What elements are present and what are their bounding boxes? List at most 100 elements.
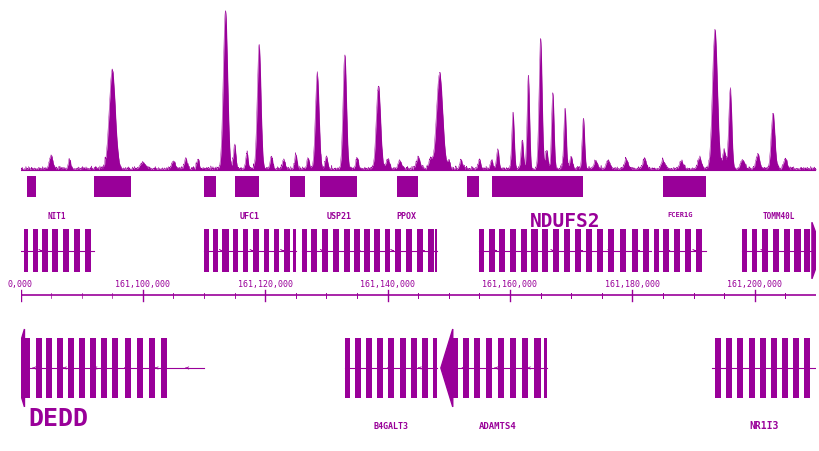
Bar bbox=[124, 338, 130, 398]
Bar bbox=[563, 229, 569, 273]
Text: B4GALT3: B4GALT3 bbox=[373, 421, 408, 430]
Bar bbox=[343, 229, 349, 273]
Bar bbox=[509, 229, 515, 273]
Text: 161,180,000: 161,180,000 bbox=[604, 279, 659, 288]
Bar bbox=[90, 338, 97, 398]
Bar bbox=[684, 229, 690, 273]
Bar bbox=[491, 177, 582, 197]
Bar bbox=[714, 338, 720, 398]
Bar bbox=[479, 229, 484, 273]
Bar bbox=[761, 229, 767, 273]
Bar bbox=[596, 229, 602, 273]
Bar bbox=[432, 338, 436, 398]
Bar bbox=[400, 338, 405, 398]
Bar bbox=[428, 229, 433, 273]
Bar bbox=[243, 229, 248, 273]
Bar bbox=[301, 229, 306, 273]
Text: 161,200,000: 161,200,000 bbox=[726, 279, 781, 288]
Bar bbox=[52, 229, 58, 273]
Bar bbox=[607, 229, 613, 273]
Bar bbox=[467, 177, 479, 197]
Bar bbox=[758, 338, 765, 398]
Bar bbox=[253, 229, 259, 273]
Bar bbox=[794, 229, 799, 273]
Bar bbox=[321, 229, 328, 273]
Bar bbox=[395, 229, 400, 273]
Bar bbox=[725, 338, 731, 398]
Bar bbox=[233, 229, 238, 273]
Text: NIT1: NIT1 bbox=[48, 212, 66, 221]
Bar bbox=[772, 229, 778, 273]
Bar bbox=[373, 229, 375, 273]
Bar bbox=[552, 229, 559, 273]
Text: USP21: USP21 bbox=[326, 212, 351, 221]
Bar bbox=[26, 177, 36, 197]
Bar bbox=[497, 338, 503, 398]
Bar bbox=[534, 338, 540, 398]
Bar bbox=[344, 338, 349, 398]
Bar bbox=[68, 338, 75, 398]
Bar bbox=[748, 338, 753, 398]
Bar bbox=[84, 229, 91, 273]
Text: ADAMTS4: ADAMTS4 bbox=[478, 421, 516, 430]
Bar bbox=[792, 338, 798, 398]
Text: 161,160,000: 161,160,000 bbox=[482, 279, 536, 288]
Text: 161,140,000: 161,140,000 bbox=[360, 279, 414, 288]
Bar bbox=[112, 338, 118, 398]
Bar bbox=[574, 229, 580, 273]
Bar bbox=[222, 229, 229, 273]
Text: NR1I3: NR1I3 bbox=[749, 420, 777, 430]
Bar bbox=[522, 338, 527, 398]
Text: DEDD: DEDD bbox=[29, 406, 88, 430]
Polygon shape bbox=[441, 329, 452, 407]
Bar bbox=[75, 229, 80, 273]
Text: NDUFS2: NDUFS2 bbox=[529, 212, 600, 230]
Bar bbox=[781, 338, 787, 398]
Bar bbox=[509, 338, 515, 398]
Bar bbox=[161, 338, 167, 398]
Polygon shape bbox=[811, 223, 819, 279]
Text: TOMM40L: TOMM40L bbox=[762, 212, 794, 221]
Text: PPOX: PPOX bbox=[396, 212, 415, 221]
Bar bbox=[310, 229, 317, 273]
Bar bbox=[410, 338, 417, 398]
Bar bbox=[57, 338, 63, 398]
Bar bbox=[94, 177, 130, 197]
Bar bbox=[741, 229, 746, 273]
Bar bbox=[63, 229, 70, 273]
Bar bbox=[736, 338, 742, 398]
Bar bbox=[24, 229, 28, 273]
Text: 161,100,000: 161,100,000 bbox=[115, 279, 170, 288]
Bar bbox=[751, 229, 756, 273]
Bar bbox=[405, 229, 412, 273]
Bar bbox=[498, 229, 505, 273]
Bar bbox=[137, 338, 143, 398]
Bar bbox=[673, 229, 679, 273]
Bar bbox=[289, 177, 305, 197]
Bar bbox=[354, 338, 360, 398]
Bar bbox=[783, 229, 790, 273]
Bar bbox=[585, 229, 591, 273]
Bar bbox=[264, 229, 269, 273]
Bar bbox=[662, 229, 668, 273]
Bar bbox=[274, 229, 278, 273]
Text: 0,000: 0,000 bbox=[8, 279, 33, 288]
Bar bbox=[619, 229, 626, 273]
Bar bbox=[396, 177, 418, 197]
Text: UFC1: UFC1 bbox=[240, 212, 260, 221]
Bar bbox=[292, 229, 296, 273]
Bar bbox=[375, 229, 380, 273]
Bar bbox=[531, 229, 537, 273]
Polygon shape bbox=[12, 329, 25, 407]
Bar bbox=[33, 229, 38, 273]
Bar bbox=[435, 229, 436, 273]
Bar bbox=[364, 229, 370, 273]
Bar bbox=[662, 177, 705, 197]
Bar bbox=[79, 338, 85, 398]
Bar bbox=[320, 177, 356, 197]
Text: FCER1G: FCER1G bbox=[666, 212, 692, 217]
Text: 161,120,000: 161,120,000 bbox=[238, 279, 292, 288]
Bar bbox=[204, 177, 216, 197]
Bar bbox=[417, 229, 423, 273]
Bar bbox=[631, 229, 638, 273]
